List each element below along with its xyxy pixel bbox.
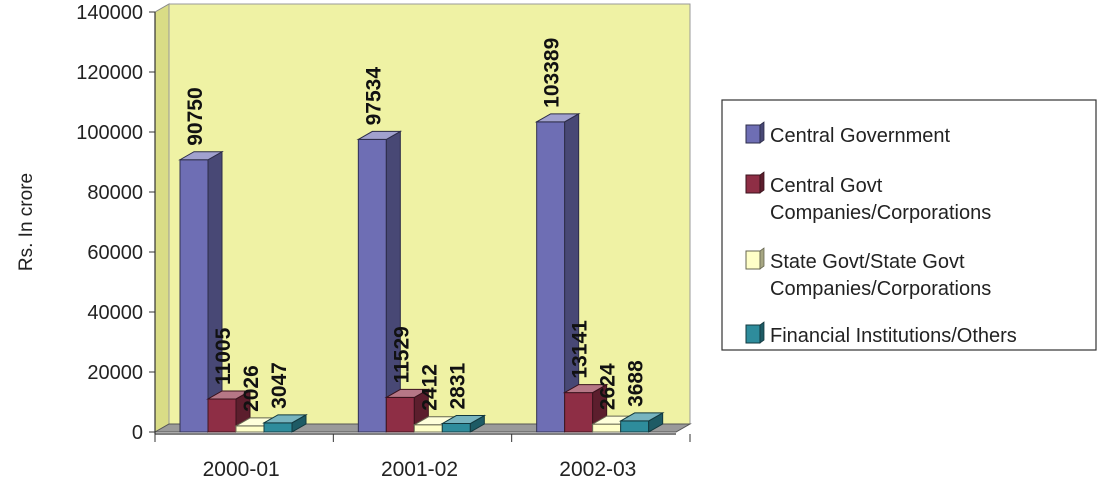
bar-top [356,130,403,140]
data-label: 90750 [184,87,207,145]
data-label: 13141 [569,320,592,379]
bar-front [385,396,415,433]
bar [562,383,609,433]
bar-top [384,388,431,398]
y-tick-label: 0 [132,422,143,444]
bar-side [564,112,580,433]
bar-front [263,422,293,433]
x-tick-label: 2000-01 [203,458,280,481]
bar [618,412,665,433]
bar-front [536,121,566,433]
data-label: 103389 [541,38,564,108]
bar-front [207,398,237,433]
legend-label: Companies/Corporations [770,202,991,224]
legend-label: Companies/Corporations [770,278,991,300]
data-label: 2831 [446,362,469,409]
legend-label: Central Government [770,125,951,147]
legend-swatch-side [759,247,765,270]
legend-swatch [745,324,761,344]
bar [262,413,308,433]
bar-top [562,384,609,394]
y-axis-title: Rs. In crore [16,173,37,271]
legend-label: State Govt/State Govt [770,251,965,273]
legend-swatch [745,174,761,194]
back-wall [168,3,691,425]
bar-front [620,420,650,433]
bar-front [564,392,594,433]
side-wall [154,3,170,433]
bar-top [534,113,581,123]
bar [440,414,487,433]
data-label: 3047 [268,362,291,409]
bar-front [357,138,387,433]
data-label: 97534 [362,67,385,126]
legend-swatch-side [759,171,765,194]
bar-side [207,150,223,433]
legend-swatch-side [759,321,765,344]
bar-front [235,425,265,433]
y-tick-label: 60000 [87,242,143,264]
data-label: 11529 [390,326,413,383]
legend-box [721,99,1097,351]
bars [178,112,665,433]
data-label: 2412 [418,364,441,411]
y-tick-label: 100000 [76,122,143,144]
legend-label: Central Govt [770,175,883,197]
bar-side [385,130,401,433]
bar-front [592,423,622,433]
legend-swatch-side [759,121,765,144]
bar [356,130,403,433]
bar [206,390,252,433]
y-tick-label: 80000 [87,182,143,204]
data-label: 11005 [212,327,235,385]
legend-label: Financial Institutions/Others [770,325,1017,347]
bar-top [178,151,224,161]
y-tick-label: 140000 [76,2,143,24]
axes: 0 20000 40000 60000 80000 100000 120000 140000 R… [16,2,691,481]
bar-top [262,414,308,424]
data-label: 3688 [625,360,648,407]
y-tick-label: 40000 [87,302,143,324]
x-tick-label: 2001-02 [381,458,458,481]
legend-swatch [745,250,761,270]
bar-front [413,424,443,433]
y-tick-label: 120000 [76,62,143,84]
legend-swatch [745,124,761,144]
y-tick-label: 20000 [87,362,143,384]
x-tick-label: 2002-03 [559,458,636,481]
bar-top [440,415,487,425]
chart-walls [153,3,692,433]
data-label: 2624 [597,363,620,410]
bar-top [206,390,252,400]
bar-front [441,423,471,433]
bar-front [179,159,209,433]
bar-top [618,412,665,422]
data-label: 2026 [240,365,263,412]
bar [178,150,224,433]
bar [534,112,581,433]
legend: Central Government Central Govt Companies/… [721,99,1097,351]
